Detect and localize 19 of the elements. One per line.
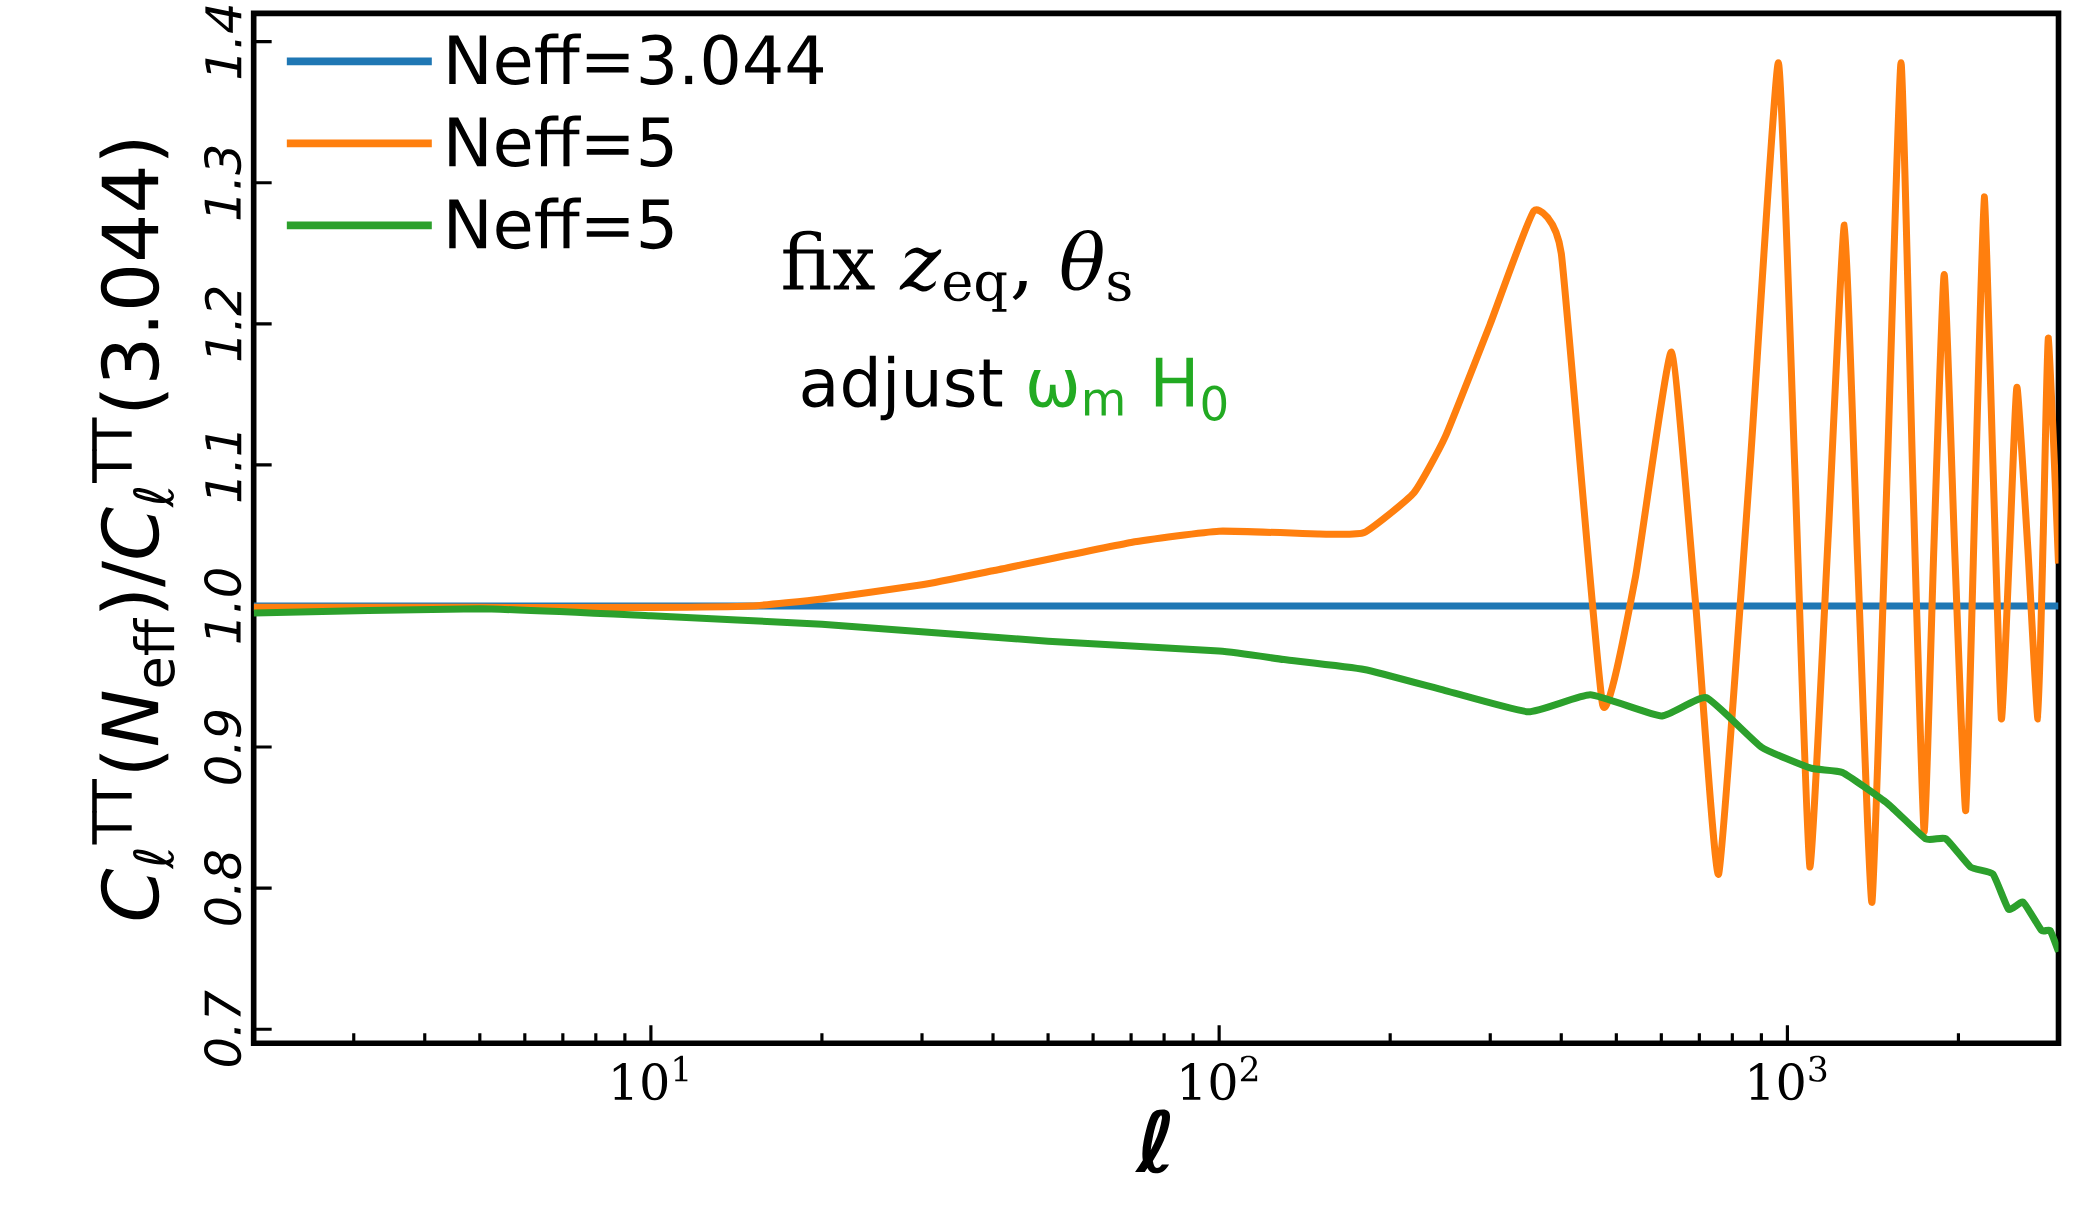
x-tick-label: 10$^{3}$	[1750, 1055, 1827, 1101]
x-tick-label: 10$^{1}$	[613, 1055, 688, 1101]
annotation: fix z$_{eq}$, θ$_{s}$	[783, 230, 1131, 312]
y-tick-label: 1.1	[205, 433, 242, 502]
y-tick-label: 0.8	[204, 851, 242, 925]
annotation: ω$_{m}$ H$_{0}$	[1029, 357, 1227, 422]
x-tick-label: 10$^{2}$	[1182, 1055, 1258, 1101]
y-tick-label: 1.3	[204, 146, 242, 220]
legend-label: Neff=5	[449, 197, 673, 250]
text: C$_{ℓ}$$^{TT}$(N$_{eff}$)/C$_{ℓ}$$^{TT}$(3.044)	[92, 141, 175, 920]
annotation: adjust	[802, 355, 1003, 421]
y-tick-label: 1.0	[204, 569, 242, 643]
y-tick-label: 0.9	[204, 711, 242, 784]
y-tick-label: 1.4	[205, 6, 242, 79]
y-tick-label: 1.2	[204, 287, 242, 361]
x-axis-title: ℓ	[1135, 1109, 1171, 1174]
legend-label: Neff=5	[449, 115, 673, 168]
y-tick-label: 0.7	[204, 990, 242, 1067]
legend-label: Neff=3.044	[449, 33, 823, 86]
